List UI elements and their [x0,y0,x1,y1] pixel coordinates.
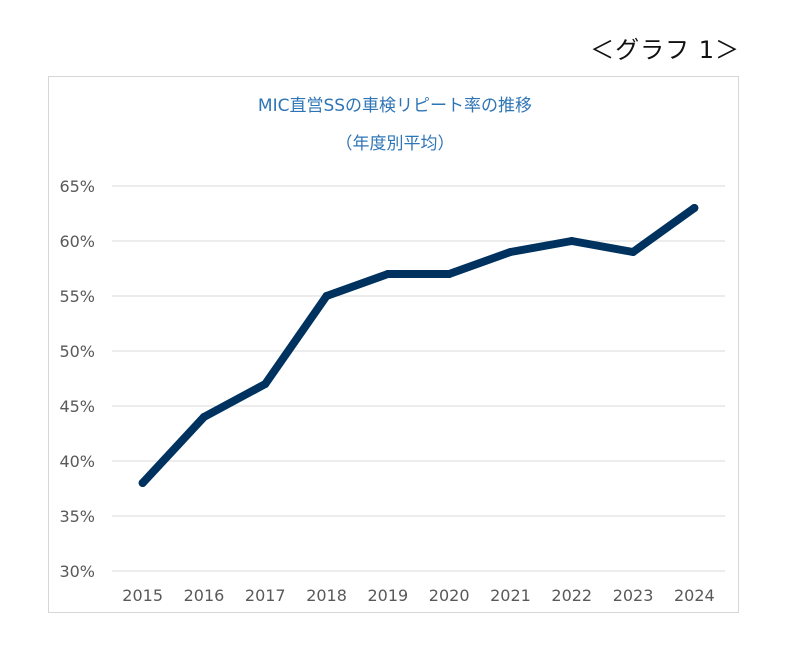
x-tick-label: 2018 [306,586,347,605]
y-tick-label: 65% [59,177,95,196]
data-point [138,479,147,487]
x-tick-label: 2024 [674,586,715,605]
data-point [383,270,392,278]
y-axis-ticks: 30% 35% 40% 45% 50% 55% 60% 65% [59,177,95,581]
x-tick-label: 2020 [429,586,470,605]
x-tick-label: 2021 [490,586,531,605]
data-point [629,248,638,256]
data-point [261,380,270,388]
x-axis-ticks: 2015 2016 2017 2018 2019 2020 2021 2022 2023 2024 [122,586,714,605]
data-point [199,413,208,421]
x-tick-label: 2022 [551,586,592,605]
series-line [138,204,699,487]
data-point [445,270,454,278]
chart-title: MIC直営SSの車検リピート率の推移 [258,96,532,116]
data-point [322,292,331,300]
series-layer [138,204,699,487]
y-tick-label: 50% [59,342,95,361]
y-tick-label: 30% [59,562,95,581]
gridlines [112,185,725,572]
x-tick-label: 2015 [122,586,163,605]
chart-frame: MIC直営SSの車検リピート率の推移 （年度別平均） 30% 35% 40% 45% 5… [48,76,739,613]
line-chart: MIC直営SSの車検リピート率の推移 （年度別平均） 30% 35% 40% 45% 5… [59,96,725,605]
x-tick-label: 2023 [613,586,654,605]
y-tick-label: 35% [59,507,95,526]
x-tick-label: 2017 [245,586,286,605]
y-tick-label: 45% [59,397,95,416]
y-tick-label: 40% [59,452,95,471]
data-point [567,237,576,245]
chart-subtitle: （年度別平均） [336,134,455,154]
figure-caption: ＜グラフ 1＞ [590,36,740,64]
data-point [506,248,515,256]
x-tick-label: 2019 [367,586,408,605]
y-tick-label: 60% [59,232,95,251]
data-point [690,204,699,212]
y-tick-label: 55% [59,287,95,306]
x-tick-label: 2016 [184,586,225,605]
